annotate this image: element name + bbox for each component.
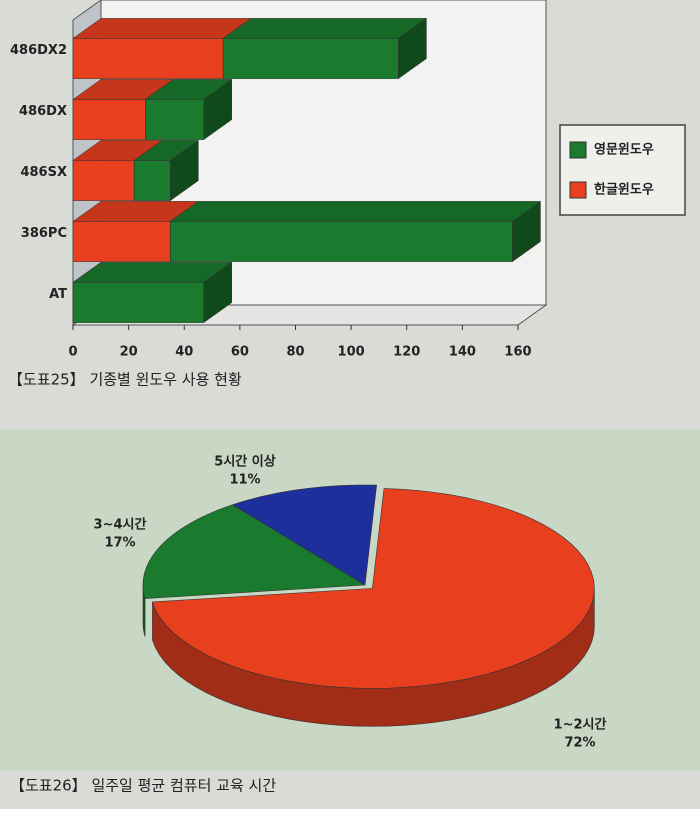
y-tick-label: 486DX2 (10, 43, 67, 58)
bar-title: 【도표25】 기종별 윈도우 사용 현황 (8, 371, 242, 389)
bar-face (203, 261, 232, 324)
bar-face (203, 78, 232, 141)
y-tick-label: AT (49, 287, 67, 302)
x-tick-label: 0 (68, 345, 77, 360)
pie-top (231, 484, 377, 586)
pie-label: 1~2시간 (554, 717, 607, 733)
bar-face (72, 221, 171, 262)
bar-segment (222, 17, 428, 80)
pie-label: 3~4시간 (94, 517, 147, 533)
x-tick-label: 120 (393, 345, 420, 360)
x-tick-label: 160 (504, 345, 531, 360)
x-tick-label: 20 (120, 345, 138, 360)
x-tick-label: 80 (286, 345, 304, 360)
pie-top (151, 488, 595, 689)
bar-face (72, 18, 252, 39)
pie-label: 5시간 이상 (214, 454, 275, 470)
x-tick-label: 60 (231, 345, 249, 360)
legend-swatch (569, 181, 587, 199)
bar-segment (72, 261, 233, 324)
pie-title: 【도표26】 일주일 평균 컴퓨터 교육 시간 (10, 777, 276, 795)
legend-swatch (569, 141, 587, 159)
bar-face (169, 201, 542, 222)
bar-segment (133, 139, 200, 202)
pie-slice (151, 488, 595, 727)
bar-face (512, 200, 541, 263)
bar-face (72, 38, 224, 79)
bar-face (170, 139, 199, 202)
pie-slice (231, 484, 377, 586)
pie-value-label: 11% (229, 473, 260, 488)
x-tick-label: 40 (175, 345, 193, 360)
bar-segment (169, 200, 542, 263)
bar-face (72, 99, 146, 140)
pie-slice (142, 504, 366, 637)
bar-face (72, 160, 135, 201)
bar-face (133, 160, 171, 201)
legend-label: 영문윈도우 (594, 143, 654, 158)
x-tick-label: 140 (449, 345, 476, 360)
legend-box (559, 124, 686, 216)
x-tick-label: 100 (338, 345, 365, 360)
bar-face (72, 282, 204, 323)
bar-face (222, 38, 399, 79)
legend-label: 한글윈도우 (594, 182, 654, 198)
bar-face (222, 18, 428, 39)
pie-top (142, 504, 366, 599)
bar-segment (144, 78, 233, 141)
pie-value-label: 17% (104, 536, 135, 551)
bar-face (145, 99, 204, 140)
bar-face (398, 17, 427, 80)
y-tick-label: 486DX (19, 104, 67, 119)
bar-face (170, 221, 513, 262)
y-tick-label: 486SX (20, 165, 67, 180)
pie-value-label: 72% (564, 736, 595, 751)
y-tick-label: 386PC (21, 226, 67, 241)
